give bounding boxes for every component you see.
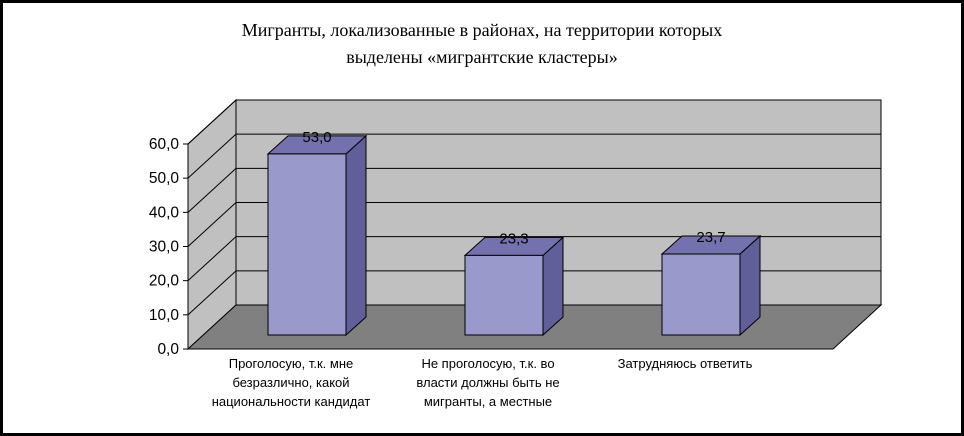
category-label-line: национальности кандидат	[212, 394, 371, 409]
bar-front-face	[464, 254, 544, 336]
gridline-side	[187, 202, 237, 247]
category-label-line: Проголосую, т.к. мне	[229, 356, 354, 371]
y-axis-label: 20,0	[149, 273, 180, 290]
chart-title: Мигранты, локализованные в районах, на т…	[3, 17, 961, 71]
y-axis-label: 40,0	[149, 204, 180, 221]
y-axis-label: 30,0	[149, 239, 180, 256]
bar-side-face	[345, 134, 367, 337]
bar-value-label: 23,3	[499, 230, 528, 247]
y-axis-label: 50,0	[149, 170, 180, 187]
bar-group: 53,0	[266, 129, 368, 337]
category-label-line: мигранты, а местные	[424, 394, 552, 409]
category-label: Не проголосую, т.к. во власти должны быть…	[416, 356, 559, 409]
bar-front-face	[661, 253, 741, 336]
gridline-side	[187, 270, 237, 316]
category-label-line: власти должны быть не	[416, 375, 559, 390]
chart-title-line-1: Мигранты, локализованные в районах, на т…	[241, 20, 723, 40]
category-label-line: Не проголосую, т.к. во	[421, 356, 554, 371]
gridline-side	[187, 167, 237, 213]
bar-chart-plot: 0,0 10,0 20,0 30,0 40,0 50,0 60,0 53,0 23,3 23,7 П…	[149, 98, 883, 409]
category-label: Затрудняюсь ответить	[618, 356, 753, 371]
chart-title-line-2: выделены «мигрантские кластеры»	[346, 47, 618, 67]
gridline-side	[187, 133, 237, 179]
bar-front-face	[267, 153, 347, 336]
gridline-side	[187, 236, 237, 282]
category-label-line: Затрудняюсь ответить	[618, 356, 753, 371]
bar-group: 23,7	[660, 229, 762, 337]
category-label-line: безразлично, какой	[232, 375, 349, 390]
bar-value-label: 23,7	[696, 229, 725, 246]
bar-value-label: 53,0	[302, 129, 331, 146]
gridline-side	[187, 99, 237, 145]
y-axis-label: 60,0	[149, 136, 180, 153]
y-axis-label: 10,0	[149, 307, 180, 324]
category-label: Проголосую, т.к. мне безразлично, какой на…	[212, 356, 371, 409]
y-axis-label: 0,0	[157, 341, 179, 358]
bar-group: 23,3	[463, 230, 565, 337]
